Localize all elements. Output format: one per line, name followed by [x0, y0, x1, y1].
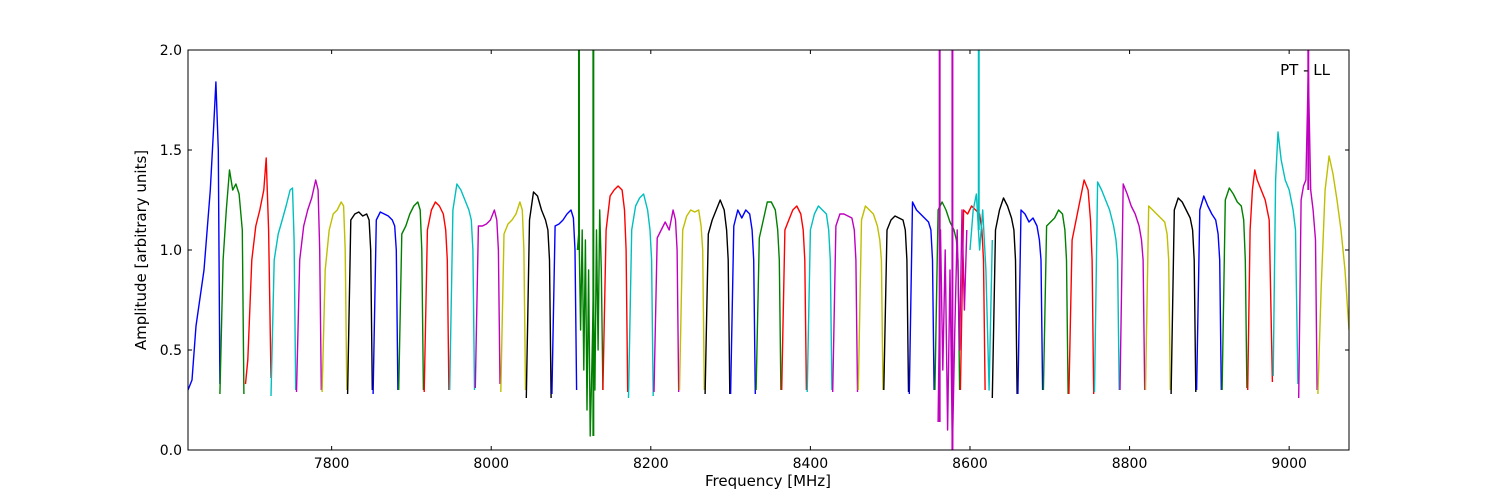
- series-line-34: [991, 197, 1018, 399]
- series-line-17: [602, 185, 629, 393]
- series-line-31: [959, 205, 986, 391]
- series-line-20: [678, 209, 705, 391]
- y-axis-label: Amplitude [arbitrary units]: [132, 150, 150, 350]
- series-line-6: [321, 201, 348, 393]
- series-line-19: [653, 209, 680, 393]
- y-tick-label: 1.5: [160, 143, 182, 159]
- series-line-7: [346, 211, 373, 395]
- x-axis-label: Frequency [MHz]: [705, 472, 831, 490]
- x-tick-label: 8000: [473, 456, 509, 472]
- series-line-15: [551, 209, 578, 395]
- series-line-44: [1247, 169, 1274, 391]
- series-line-22: [729, 209, 756, 395]
- series-line-21: [704, 199, 731, 395]
- series-line-25: [806, 205, 833, 393]
- x-tick-label: 9000: [1271, 456, 1307, 472]
- series-line-1: [188, 81, 221, 391]
- series-line-35: [1017, 209, 1044, 395]
- x-tick-label: 8600: [952, 456, 988, 472]
- x-tick-label: 8400: [793, 456, 829, 472]
- series-line-38: [1093, 181, 1120, 393]
- series-line-37: [1068, 179, 1095, 395]
- series-line-41: [1170, 197, 1197, 395]
- y-axis-ticks: 0.0 0.5 1.0 1.5 2.0: [160, 43, 1349, 459]
- series-line-27: [857, 205, 884, 391]
- series-line-24: [781, 205, 808, 391]
- series-line-9: [398, 201, 425, 391]
- series-line-36: [1042, 209, 1069, 395]
- series-line-23: [755, 201, 782, 391]
- series-line-18: [627, 193, 654, 399]
- series-line-39: [1119, 183, 1146, 391]
- x-tick-label: 8800: [1112, 456, 1148, 472]
- series-line-8: [372, 211, 399, 395]
- series-line-13: [500, 201, 527, 393]
- panel-annotation: PT - LL: [1280, 61, 1331, 79]
- series-line-5: [295, 179, 322, 393]
- x-axis-ticks: 7800 8000 8200 8400 8600 8800 9000: [314, 50, 1307, 472]
- y-tick-label: 1.0: [160, 243, 182, 259]
- series-line-4: [270, 187, 297, 397]
- series-line-3: [244, 157, 272, 385]
- series-line-29: [908, 201, 935, 395]
- y-tick-label: 2.0: [160, 43, 182, 59]
- x-tick-label: 7800: [314, 456, 350, 472]
- series-line-45: [1272, 131, 1299, 385]
- series-layer: [188, 50, 1349, 450]
- series-line-47: [1317, 155, 1349, 395]
- series-line-2: [219, 169, 245, 395]
- x-tick-label: 8200: [633, 456, 669, 472]
- series-line-43: [1221, 187, 1248, 391]
- series-line-40: [1144, 205, 1171, 391]
- series-line-10: [423, 201, 450, 393]
- series-line-28: [883, 215, 910, 393]
- plot-area-frame: [187, 49, 1350, 451]
- series-line-11: [449, 183, 476, 391]
- series-line-14: [525, 191, 552, 399]
- y-tick-label: 0.0: [160, 443, 182, 459]
- series-line-26: [832, 213, 859, 393]
- series-line-42: [1195, 195, 1222, 391]
- series-line-33: [969, 193, 993, 391]
- series-line-32: [937, 209, 968, 450]
- y-tick-label: 0.5: [160, 343, 182, 359]
- series-line-12: [474, 209, 501, 389]
- series-line-16: [576, 209, 604, 437]
